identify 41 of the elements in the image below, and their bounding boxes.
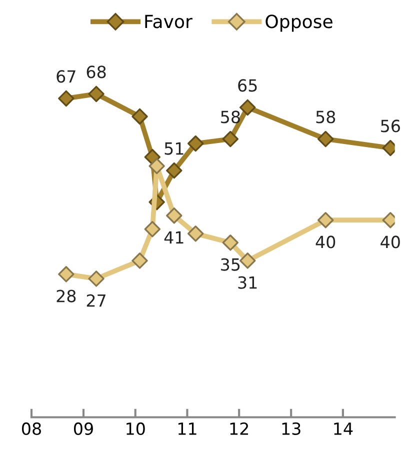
x-tick-label: 10 (126, 422, 145, 435)
data-label: 68 (86, 66, 106, 78)
data-label: 56 (381, 120, 400, 132)
data-label: 35 (221, 258, 240, 271)
data-label: 41 (164, 231, 184, 244)
data-label: 65 (238, 79, 257, 92)
data-label: 40 (316, 236, 336, 248)
x-tick-label: 12 (230, 422, 248, 435)
point (187, 226, 204, 242)
data-label: 27 (86, 294, 106, 307)
point (58, 266, 74, 282)
point (317, 130, 334, 148)
x-tick-label: 08 (22, 422, 41, 435)
x-tick-label: 13 (282, 422, 300, 435)
point (148, 158, 165, 174)
data-label: 58 (316, 110, 336, 124)
point (222, 130, 239, 148)
point (239, 99, 256, 116)
x-tick-label: 09 (74, 422, 93, 435)
point (144, 221, 161, 238)
data-label: 31 (238, 276, 257, 289)
data-label: 28 (56, 290, 76, 302)
point (166, 207, 182, 224)
point (132, 252, 148, 269)
point (239, 252, 256, 269)
data-label: 51 (164, 142, 184, 155)
point (132, 108, 148, 125)
point (88, 270, 104, 287)
point (317, 212, 334, 228)
data-label: 58 (221, 110, 240, 124)
x-tick-label: 14 (334, 422, 353, 435)
point (58, 90, 74, 107)
legend-label: Favor (145, 14, 192, 28)
point (88, 86, 104, 102)
data-label: 40 (380, 236, 400, 248)
data-label: 67 (56, 70, 76, 83)
point (222, 234, 239, 251)
point (187, 135, 204, 152)
x-tick-label: 11 (178, 422, 196, 435)
legend-label: Oppose (266, 14, 332, 32)
point (166, 162, 182, 179)
